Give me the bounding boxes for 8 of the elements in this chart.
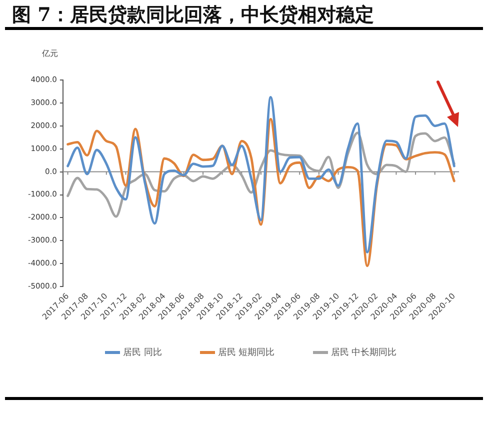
- line-series: [66, 132, 456, 218]
- chart-title: 图 7：居民贷款同比回落，中长贷相对稳定: [12, 3, 374, 28]
- y-axis-title: 亿元: [42, 48, 58, 59]
- legend-label: 居民 中长期同比: [330, 346, 397, 359]
- legend-label: 居民 短期同比: [218, 346, 275, 359]
- legend-label: 居民 同比: [123, 346, 162, 359]
- line-series: [66, 96, 456, 254]
- line-series: [66, 118, 456, 268]
